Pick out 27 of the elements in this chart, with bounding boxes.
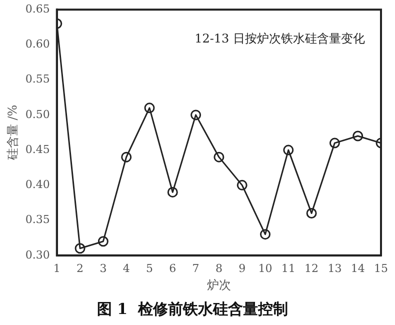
x-tick-label: 14 bbox=[350, 262, 365, 275]
x-tick-label: 8 bbox=[215, 262, 222, 275]
y-tick-label: 0.60 bbox=[25, 38, 50, 51]
x-axis-title: 炉次 bbox=[206, 278, 231, 292]
y-tick-label: 0.40 bbox=[25, 178, 50, 192]
y-tick-label: 0.45 bbox=[25, 142, 50, 156]
x-tick-label: 7 bbox=[192, 262, 200, 275]
y-tick-label: 0.30 bbox=[25, 248, 50, 262]
x-tick-label: 6 bbox=[169, 262, 176, 275]
x-tick-label: 13 bbox=[328, 262, 342, 275]
x-tick-label: 2 bbox=[76, 262, 84, 275]
y-tick-label: 0.50 bbox=[25, 108, 50, 121]
x-tick-label: 15 bbox=[374, 262, 388, 275]
x-tick-label: 10 bbox=[258, 262, 272, 275]
y-tick-label: 0.35 bbox=[25, 213, 50, 226]
x-tick-label: 3 bbox=[100, 262, 107, 275]
x-tick-label: 12 bbox=[304, 262, 319, 275]
y-axis-title: 硅含量 /% bbox=[5, 104, 20, 162]
x-tick-label: 1 bbox=[53, 262, 60, 275]
x-tick-label: 5 bbox=[146, 262, 153, 275]
x-tick-label: 9 bbox=[238, 262, 246, 275]
y-tick-label: 0.55 bbox=[25, 72, 50, 86]
x-tick-label: 11 bbox=[281, 262, 296, 275]
annotation: 12-13 日按炉次铁水硅含量变化 bbox=[194, 32, 365, 46]
x-tick-label: 4 bbox=[122, 262, 130, 275]
text: 图 1 检修前铁水硅含量控制 bbox=[96, 300, 288, 318]
y-tick-label: 0.65 bbox=[25, 2, 50, 16]
